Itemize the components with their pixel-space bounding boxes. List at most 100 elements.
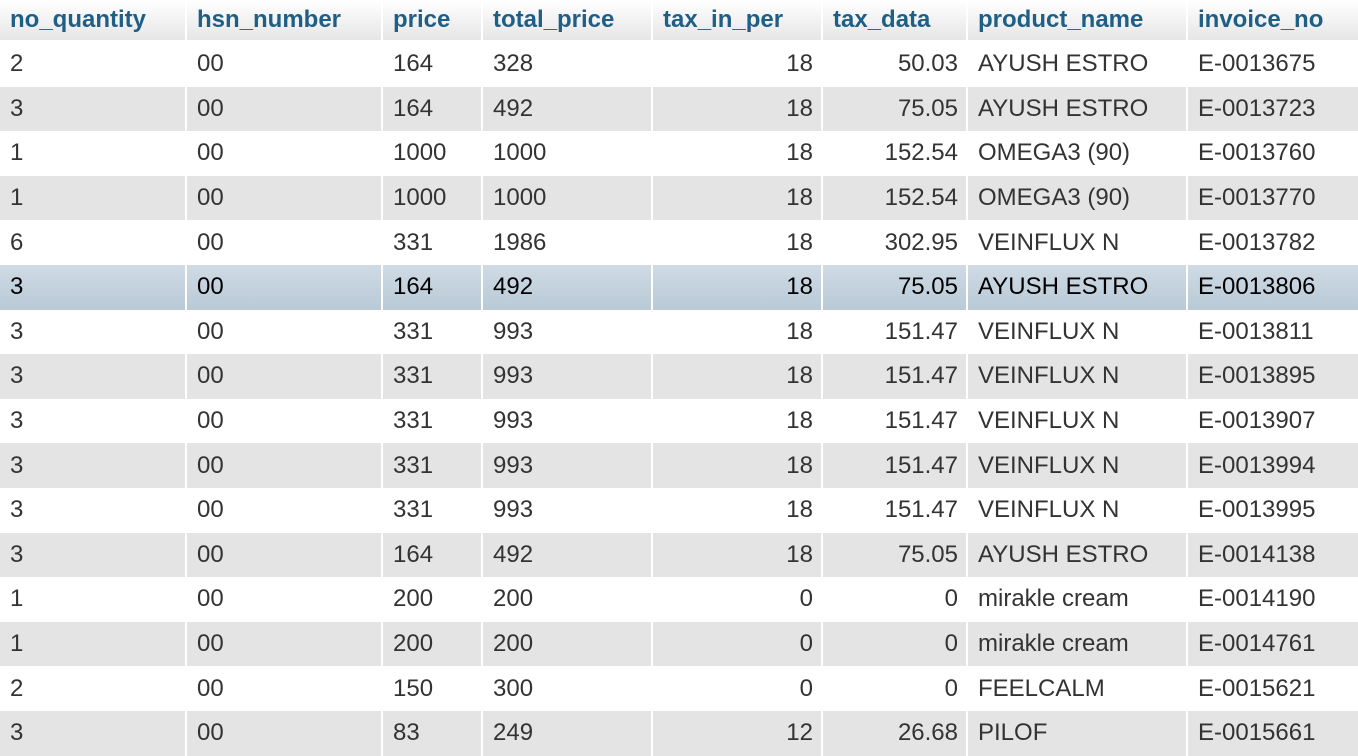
cell-tax-in-per[interactable]: 18 [653, 354, 823, 399]
cell-tax-in-per[interactable]: 18 [653, 309, 823, 355]
cell-tax-data[interactable]: 151.47 [823, 309, 968, 355]
cell-price[interactable]: 200 [383, 621, 483, 667]
cell-product-name[interactable]: mirakle cream [968, 577, 1188, 622]
table-row[interactable]: 1 00 1000 1000 18 152.54 OMEGA3 (90) E-0013760 [0, 131, 1358, 176]
cell-hsn-number[interactable]: 00 [187, 42, 383, 87]
cell-total-price[interactable]: 200 [483, 621, 653, 667]
cell-price[interactable]: 164 [383, 532, 483, 578]
table-row[interactable]: 3 00 331 993 18 151.47 VEINFLUX N E-0013995 [0, 487, 1358, 533]
cell-total-price[interactable]: 993 [483, 443, 653, 488]
table-row[interactable]: 1 00 200 200 0 0 mirakle cream E-0014761 [0, 621, 1358, 667]
cell-price[interactable]: 200 [383, 577, 483, 622]
cell-total-price[interactable]: 492 [483, 86, 653, 132]
cell-total-price[interactable]: 249 [483, 710, 653, 756]
cell-product-name[interactable]: VEINFLUX N [968, 398, 1188, 444]
cell-product-name[interactable]: AYUSH ESTRO [968, 42, 1188, 87]
cell-tax-data[interactable]: 50.03 [823, 42, 968, 87]
cell-product-name[interactable]: OMEGA3 (90) [968, 131, 1188, 176]
cell-invoice-no[interactable]: E-0013811 [1188, 309, 1358, 355]
cell-product-name[interactable]: PILOF [968, 710, 1188, 756]
cell-no-quantity[interactable]: 1 [0, 621, 187, 667]
table-row[interactable]: 2 00 164 328 18 50.03 AYUSH ESTRO E-0013675 [0, 42, 1358, 87]
cell-tax-in-per[interactable]: 12 [653, 710, 823, 756]
table-row[interactable]: 3 00 164 492 18 75.05 AYUSH ESTRO E-0013806 [0, 264, 1358, 310]
cell-no-quantity[interactable]: 3 [0, 86, 187, 132]
table-row[interactable]: 1 00 1000 1000 18 152.54 OMEGA3 (90) E-0013770 [0, 175, 1358, 221]
cell-tax-in-per[interactable]: 0 [653, 577, 823, 622]
cell-price[interactable]: 150 [383, 666, 483, 711]
cell-tax-data[interactable]: 26.68 [823, 710, 968, 756]
cell-price[interactable]: 164 [383, 86, 483, 132]
cell-no-quantity[interactable]: 3 [0, 443, 187, 488]
cell-hsn-number[interactable]: 00 [187, 220, 383, 265]
cell-total-price[interactable]: 993 [483, 398, 653, 444]
cell-hsn-number[interactable]: 00 [187, 175, 383, 221]
cell-total-price[interactable]: 993 [483, 309, 653, 355]
table-row[interactable]: 1 00 200 200 0 0 mirakle cream E-0014190 [0, 577, 1358, 622]
table-row[interactable]: 3 00 164 492 18 75.05 AYUSH ESTRO E-0013723 [0, 86, 1358, 132]
cell-tax-data[interactable]: 0 [823, 621, 968, 667]
cell-price[interactable]: 1000 [383, 175, 483, 221]
cell-tax-in-per[interactable]: 18 [653, 264, 823, 310]
cell-no-quantity[interactable]: 3 [0, 487, 187, 533]
cell-tax-data[interactable]: 152.54 [823, 131, 968, 176]
cell-hsn-number[interactable]: 00 [187, 710, 383, 756]
table-row[interactable]: 3 00 331 993 18 151.47 VEINFLUX N E-0013907 [0, 398, 1358, 444]
cell-no-quantity[interactable]: 3 [0, 264, 187, 310]
cell-price[interactable]: 331 [383, 443, 483, 488]
cell-tax-data[interactable]: 0 [823, 666, 968, 711]
cell-hsn-number[interactable]: 00 [187, 666, 383, 711]
cell-tax-in-per[interactable]: 0 [653, 621, 823, 667]
cell-hsn-number[interactable]: 00 [187, 131, 383, 176]
cell-tax-in-per[interactable]: 18 [653, 443, 823, 488]
cell-tax-in-per[interactable]: 18 [653, 131, 823, 176]
column-header-invoice-no[interactable]: invoice_no [1188, 0, 1358, 42]
cell-total-price[interactable]: 1986 [483, 220, 653, 265]
cell-price[interactable]: 331 [383, 398, 483, 444]
cell-no-quantity[interactable]: 1 [0, 131, 187, 176]
cell-tax-in-per[interactable]: 18 [653, 220, 823, 265]
cell-no-quantity[interactable]: 2 [0, 666, 187, 711]
cell-no-quantity[interactable]: 1 [0, 175, 187, 221]
cell-no-quantity[interactable]: 3 [0, 710, 187, 756]
cell-product-name[interactable]: AYUSH ESTRO [968, 532, 1188, 578]
cell-tax-data[interactable]: 75.05 [823, 532, 968, 578]
cell-invoice-no[interactable]: E-0014190 [1188, 577, 1358, 622]
cell-hsn-number[interactable]: 00 [187, 577, 383, 622]
table-row[interactable]: 3 00 83 249 12 26.68 PILOF E-0015661 [0, 710, 1358, 756]
cell-product-name[interactable]: mirakle cream [968, 621, 1188, 667]
cell-product-name[interactable]: OMEGA3 (90) [968, 175, 1188, 221]
cell-no-quantity[interactable]: 2 [0, 42, 187, 87]
cell-tax-in-per[interactable]: 18 [653, 42, 823, 87]
table-row[interactable]: 2 00 150 300 0 0 FEELCALM E-0015621 [0, 666, 1358, 711]
cell-product-name[interactable]: AYUSH ESTRO [968, 86, 1188, 132]
table-row[interactable]: 3 00 331 993 18 151.47 VEINFLUX N E-0013895 [0, 354, 1358, 399]
cell-total-price[interactable]: 1000 [483, 175, 653, 221]
cell-total-price[interactable]: 993 [483, 354, 653, 399]
cell-product-name[interactable]: VEINFLUX N [968, 220, 1188, 265]
cell-total-price[interactable]: 300 [483, 666, 653, 711]
column-header-tax-in-per[interactable]: tax_in_per [653, 0, 823, 42]
cell-total-price[interactable]: 328 [483, 42, 653, 87]
table-row[interactable]: 3 00 164 492 18 75.05 AYUSH ESTRO E-0014138 [0, 532, 1358, 578]
cell-tax-data[interactable]: 151.47 [823, 354, 968, 399]
cell-invoice-no[interactable]: E-0013770 [1188, 175, 1358, 221]
cell-hsn-number[interactable]: 00 [187, 621, 383, 667]
cell-invoice-no[interactable]: E-0014138 [1188, 532, 1358, 578]
cell-invoice-no[interactable]: E-0015621 [1188, 666, 1358, 711]
cell-invoice-no[interactable]: E-0013994 [1188, 443, 1358, 488]
cell-hsn-number[interactable]: 00 [187, 487, 383, 533]
cell-price[interactable]: 331 [383, 220, 483, 265]
cell-tax-data[interactable]: 0 [823, 577, 968, 622]
cell-tax-data[interactable]: 151.47 [823, 487, 968, 533]
cell-hsn-number[interactable]: 00 [187, 86, 383, 132]
column-header-no-quantity[interactable]: no_quantity [0, 0, 187, 42]
cell-price[interactable]: 331 [383, 309, 483, 355]
cell-invoice-no[interactable]: E-0013782 [1188, 220, 1358, 265]
cell-invoice-no[interactable]: E-0013723 [1188, 86, 1358, 132]
cell-no-quantity[interactable]: 6 [0, 220, 187, 265]
cell-no-quantity[interactable]: 3 [0, 532, 187, 578]
cell-tax-data[interactable]: 151.47 [823, 443, 968, 488]
cell-no-quantity[interactable]: 3 [0, 398, 187, 444]
cell-hsn-number[interactable]: 00 [187, 354, 383, 399]
